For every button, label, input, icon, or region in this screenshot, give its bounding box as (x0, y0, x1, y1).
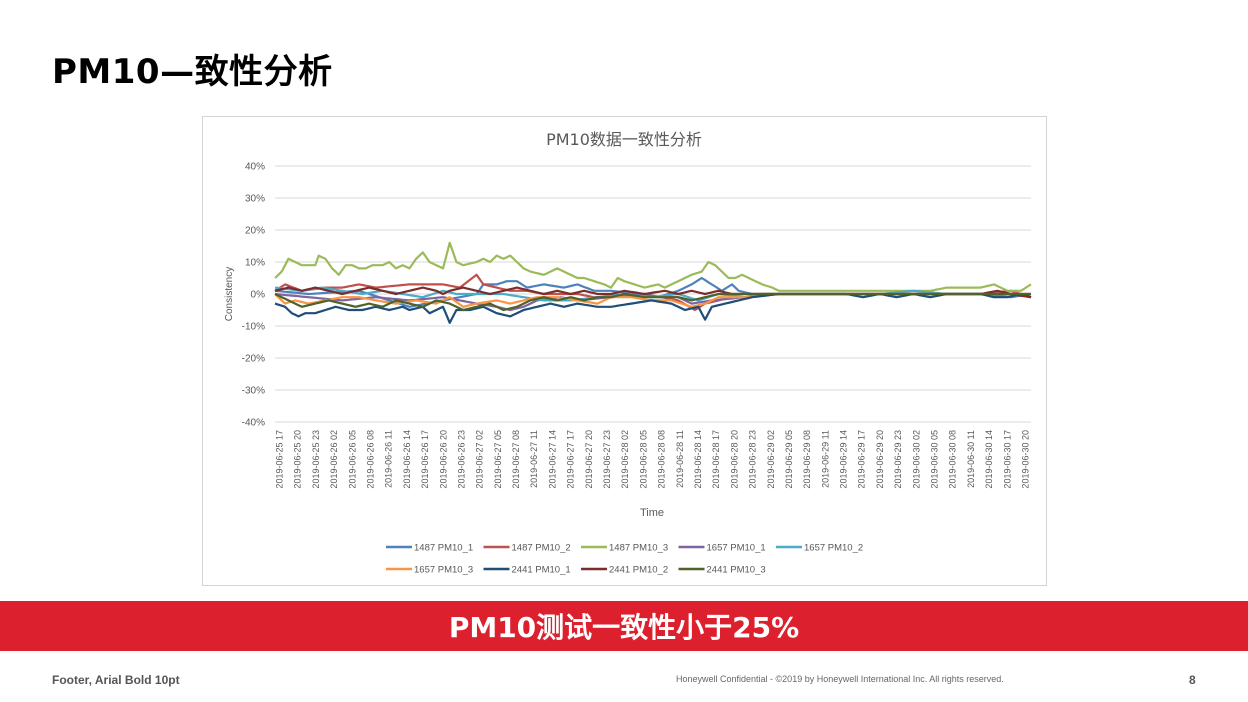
legend-entry: 2441 PM10_1 (512, 565, 571, 576)
x-tick-label: 2019-06-27 11 (529, 430, 539, 488)
x-tick-label: 2019-06-30 08 (948, 430, 958, 489)
y-tick-label: 0% (251, 290, 266, 301)
x-tick-label: 2019-06-27 20 (584, 430, 594, 489)
x-tick-label: 2019-06-27 23 (602, 430, 612, 489)
y-tick-label: -20% (242, 354, 265, 365)
x-tick-label: 2019-06-26 11 (384, 430, 394, 488)
x-tick-label: 2019-06-27 17 (566, 430, 576, 489)
footer-label: Footer, Arial Bold 10pt (52, 673, 180, 687)
y-tick-label: 20% (245, 226, 265, 237)
x-tick-label: 2019-06-27 08 (511, 430, 521, 489)
x-tick-label: 2019-06-30 05 (930, 430, 940, 489)
chart-title: PM10数据一致性分析 (546, 130, 702, 149)
x-tick-label: 2019-06-28 20 (729, 430, 739, 489)
page-title: PM10—致性分析 (52, 52, 333, 92)
legend-entry: 1487 PM10_3 (609, 543, 668, 554)
series-line-2441-pm10_1 (274, 292, 1032, 324)
x-tick-label: 2019-06-26 05 (347, 430, 357, 489)
y-tick-label: -10% (242, 322, 265, 333)
x-tick-label: 2019-06-28 05 (638, 430, 648, 489)
x-tick-label: 2019-06-28 11 (675, 430, 685, 488)
x-tick-label: 2019-06-25 20 (293, 430, 303, 489)
x-tick-label: 2019-06-30 14 (984, 430, 994, 489)
x-tick-label: 2019-06-28 23 (748, 430, 758, 489)
x-tick-label: 2019-06-29 02 (766, 430, 776, 489)
x-tick-label: 2019-06-27 05 (493, 430, 503, 489)
y-tick-label: -40% (242, 418, 265, 429)
x-tick-label: 2019-06-26 02 (329, 430, 339, 489)
x-tick-label: 2019-06-30 17 (1002, 430, 1012, 489)
y-tick-label: 10% (245, 258, 265, 269)
series-line-1487-pm10_3 (274, 241, 1032, 292)
x-tick-label: 2019-06-29 11 (820, 430, 830, 488)
y-axis-label: Consistency (224, 267, 235, 321)
series-line-2441-pm10_3 (274, 292, 1031, 312)
x-tick-label: 2019-06-29 05 (784, 430, 794, 489)
legend-entry: 2441 PM10_3 (707, 565, 766, 576)
x-tick-label: 2019-06-28 14 (693, 430, 703, 489)
x-tick-label: 2019-06-27 14 (547, 430, 557, 489)
x-tick-label: 2019-06-28 17 (711, 430, 721, 489)
x-tick-label: 2019-06-26 14 (402, 430, 412, 489)
y-tick-label: 30% (245, 194, 265, 205)
conclusion-banner: PM10测试一致性小于25% (0, 601, 1248, 651)
x-tick-label: 2019-06-29 14 (839, 430, 849, 489)
x-tick-label: 2019-06-30 02 (911, 430, 921, 489)
x-axis-label: Time (640, 507, 664, 519)
x-tick-label: 2019-06-30 20 (1021, 430, 1031, 489)
x-tick-label: 2019-06-26 08 (365, 430, 375, 489)
x-tick-label: 2019-06-29 08 (802, 430, 812, 489)
x-tick-label: 2019-06-28 08 (657, 430, 667, 489)
x-tick-label: 2019-06-29 17 (857, 430, 867, 489)
x-tick-label: 2019-06-29 23 (893, 430, 903, 489)
legend-entry: 2441 PM10_2 (609, 565, 668, 576)
x-tick-label: 2019-06-25 23 (311, 430, 321, 489)
x-tick-label: 2019-06-26 17 (420, 430, 430, 489)
legend-entry: 1487 PM10_1 (414, 543, 473, 554)
legend-entry: 1487 PM10_2 (512, 543, 571, 554)
x-tick-label: 2019-06-26 20 (438, 430, 448, 489)
x-tick-label: 2019-06-28 02 (620, 430, 630, 489)
y-tick-label: 40% (245, 162, 265, 173)
page-number: 8 (1189, 673, 1196, 687)
legend-entry: 1657 PM10_2 (804, 543, 863, 554)
line-chart: PM10数据一致性分析 40% 30% 20% 10% 0% -10% -20% -30% -40… (224, 130, 1032, 576)
x-tick-label: 2019-06-26 23 (456, 430, 466, 489)
chart-container: PM10数据一致性分析 40% 30% 20% 10% 0% -10% -20% -30% -40… (202, 116, 1047, 586)
legend-entry: 1657 PM10_1 (707, 543, 766, 554)
y-tick-label: -30% (242, 386, 265, 397)
legend-entry: 1657 PM10_3 (414, 565, 473, 576)
footer-confidential: Honeywell Confidential - ©2019 by Honeyw… (676, 674, 1004, 684)
x-tick-label: 2019-06-30 11 (966, 430, 976, 488)
banner-text: PM10测试一致性小于25% (448, 611, 800, 644)
x-tick-label: 2019-06-25 17 (275, 430, 285, 489)
x-tick-label: 2019-06-29 20 (875, 430, 885, 489)
x-tick-label: 2019-06-27 02 (475, 430, 485, 489)
